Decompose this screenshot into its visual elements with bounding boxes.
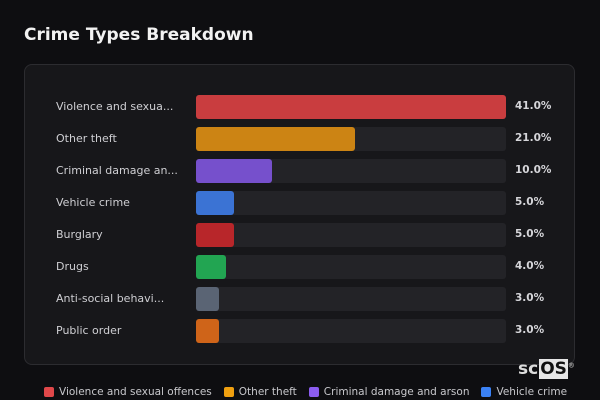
bar-row: Criminal damage an... 10.0% (25, 159, 574, 183)
bar (196, 159, 272, 183)
bar-track (196, 287, 506, 311)
bar (196, 127, 355, 151)
bar-value-label: 41.0% (515, 100, 552, 112)
bar-value-label: 10.0% (515, 164, 552, 176)
bar-track (196, 223, 506, 247)
bar-label: Criminal damage an... (56, 164, 178, 177)
legend-item[interactable]: Criminal damage and arson (308, 386, 470, 398)
bar-value-label: 5.0% (515, 196, 545, 208)
bar (196, 191, 234, 215)
bar-label: Violence and sexua... (56, 100, 174, 113)
bar-label: Anti-social behavi... (56, 292, 165, 305)
bar (196, 287, 219, 311)
bar-row: Anti-social behavi... 3.0% (25, 287, 574, 311)
bar-value-label: 5.0% (515, 228, 545, 240)
legend-item[interactable]: Violence and sexual offences (44, 386, 212, 398)
chart-legend: Violence and sexual offences Other theft C… (44, 386, 567, 398)
legend-label: Vehicle crime (496, 386, 568, 398)
bar-value-label: 3.0% (515, 324, 545, 336)
bar-track (196, 95, 506, 119)
bar (196, 255, 227, 279)
legend-label: Criminal damage and arson (323, 386, 470, 398)
legend-swatch (481, 387, 492, 397)
bar (196, 95, 506, 119)
bar-label: Public order (56, 324, 122, 337)
bar-row: Drugs 4.0% (25, 255, 574, 279)
bar (196, 223, 234, 247)
bar (196, 319, 219, 343)
legend-swatch (308, 387, 319, 397)
chart-title: Crime Types Breakdown (24, 25, 254, 45)
bar-track (196, 159, 506, 183)
bar-row: Public order 3.0% (25, 319, 574, 343)
chart-card: Violence and sexua... 41.0% Other theft 2… (24, 64, 575, 365)
logo-prefix: sc (518, 359, 539, 379)
bar-label: Burglary (56, 228, 103, 241)
scos-logo: sc OS® (517, 359, 575, 379)
bar-row: Other theft 21.0% (25, 127, 574, 151)
bar-track (196, 319, 506, 343)
legend-label: Violence and sexual offences (59, 386, 212, 398)
legend-swatch (223, 387, 234, 397)
bar-row: Violence and sexua... 41.0% (25, 95, 574, 119)
bar-label: Vehicle crime (56, 196, 130, 209)
bar-value-label: 21.0% (515, 132, 552, 144)
legend-label: Other theft (238, 386, 297, 398)
bar-row: Burglary 5.0% (25, 223, 574, 247)
bar-row: Vehicle crime 5.0% (25, 191, 574, 215)
logo-mark: ® (567, 361, 575, 370)
legend-swatch (44, 387, 54, 397)
legend-item[interactable]: Vehicle crime (481, 386, 567, 398)
bar-track (196, 127, 506, 151)
bar-value-label: 3.0% (515, 292, 545, 304)
bar-value-label: 4.0% (515, 260, 545, 272)
bar-label: Other theft (56, 132, 117, 145)
logo-boxed: OS (539, 359, 568, 379)
bar-track (196, 255, 506, 279)
bar-track (196, 191, 506, 215)
legend-item[interactable]: Other theft (223, 386, 297, 398)
bar-label: Drugs (56, 260, 89, 273)
